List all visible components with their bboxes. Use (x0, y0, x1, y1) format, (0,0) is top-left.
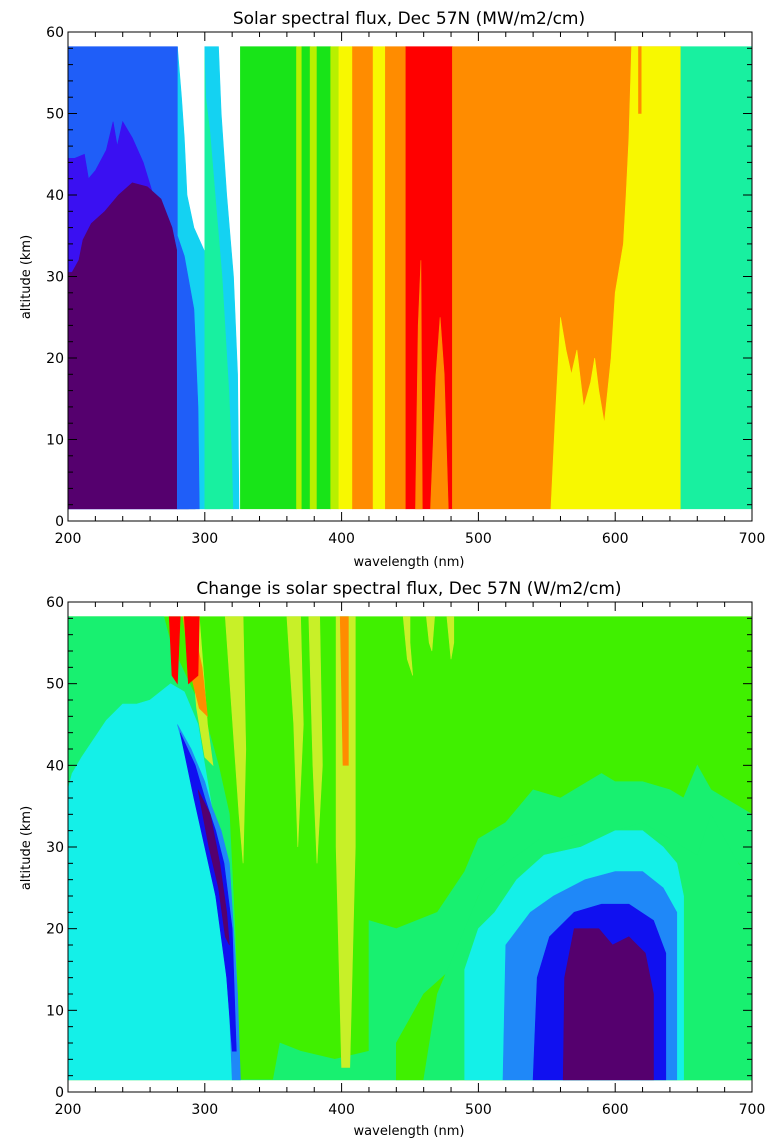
bottom-contour-region-24 (426, 616, 435, 652)
top-contour-region-22 (638, 46, 642, 114)
bottom-x-tick-label: 700 (739, 1102, 766, 1118)
bottom-y-tick-label: 30 (46, 840, 64, 856)
bottom-x-tick-label: 600 (602, 1102, 629, 1118)
bottom-y-tick-label: 60 (46, 595, 64, 611)
top-contour-region-8 (296, 46, 303, 510)
top-contour-region-15 (372, 46, 386, 510)
top-contour-region-19 (430, 317, 449, 510)
bottom-x-tick-label: 200 (55, 1102, 82, 1118)
top-y-tick-label: 40 (46, 188, 64, 204)
top-x-tick-label: 600 (602, 531, 629, 547)
bottom-contour-region-16 (168, 616, 181, 685)
bottom-x-axis-label: wavelength (nm) (354, 1124, 465, 1139)
top-x-axis-label: wavelength (nm) (354, 555, 465, 570)
top-contour-region-4 (177, 46, 200, 510)
top-y-tick-label: 30 (46, 270, 64, 286)
top-y-tick-label: 10 (46, 433, 64, 449)
top-contour-region-18 (415, 260, 423, 510)
bottom-x-tick-label: 400 (328, 1102, 355, 1118)
bottom-y-tick-label: 0 (55, 1085, 64, 1101)
bottom-contour-region-8 (179, 732, 237, 1052)
top-x-tick-label: 300 (191, 531, 218, 547)
top-y-axis-label: altitude (km) (19, 235, 34, 319)
top-contour-region-11 (316, 46, 332, 510)
top-x-tick-label: 200 (55, 531, 82, 547)
bottom-contour-region-9 (197, 789, 230, 946)
bottom-y-tick-label: 20 (46, 922, 64, 938)
top-contour-region-23 (680, 46, 753, 510)
top-contour-plot: 200 300 400 500 600 700 0 10 20 30 40 50 60 (46, 25, 765, 547)
top-contour-region-13 (338, 46, 353, 510)
bottom-contour-region-21 (335, 616, 356, 1068)
top-x-tick-label: 500 (465, 531, 492, 547)
top-contour-region-6 (204, 46, 240, 510)
bottom-contour-region-20 (308, 616, 323, 864)
bottom-y-tick-label: 40 (46, 758, 64, 774)
top-contour-region-21 (550, 46, 682, 510)
top-y-tick-label: 50 (46, 107, 64, 123)
bottom-y-tick-label: 50 (46, 677, 64, 693)
bottom-contour-region-19 (286, 616, 304, 848)
top-contour-region-7 (240, 46, 297, 510)
top-chart-title: Solar spectral flux, Dec 57N (MW/m2/cm) (233, 9, 585, 29)
bottom-y-tick-label: 10 (46, 1003, 64, 1019)
top-x-tick-label: 700 (739, 531, 766, 547)
bottom-contour-region-13 (562, 928, 654, 1081)
top-y-tick-label: 60 (46, 25, 64, 41)
top-contour-region-14 (352, 46, 374, 510)
top-contour-region-16 (385, 46, 407, 510)
top-x-tick-label: 400 (328, 531, 355, 547)
bottom-y-axis-label: altitude (km) (19, 806, 34, 890)
top-contour-region-12 (330, 46, 340, 510)
top-y-tick-label: 0 (55, 514, 64, 530)
top-y-tick-label: 20 (46, 351, 64, 367)
top-contour-region-10 (309, 46, 318, 510)
bottom-contour-region-22 (339, 616, 349, 766)
top-chart: Solar spectral flux, Dec 57N (MW/m2/cm) … (19, 9, 765, 570)
bottom-x-tick-label: 500 (465, 1102, 492, 1118)
top-contour-region-9 (301, 46, 311, 510)
bottom-contour-region-23 (402, 616, 413, 676)
bottom-chart-title: Change is solar spectral flux, Dec 57N (… (196, 579, 621, 599)
bottom-x-tick-label: 300 (191, 1102, 218, 1118)
bottom-contour-plot: 200 300 400 500 600 700 0 10 20 30 40 50 60 (46, 595, 765, 1118)
bottom-contour-region-25 (446, 616, 455, 660)
bottom-contour-region-18 (224, 616, 247, 864)
bottom-chart: Change is solar spectral flux, Dec 57N (… (19, 579, 765, 1139)
bottom-contour-region-17 (183, 616, 200, 685)
